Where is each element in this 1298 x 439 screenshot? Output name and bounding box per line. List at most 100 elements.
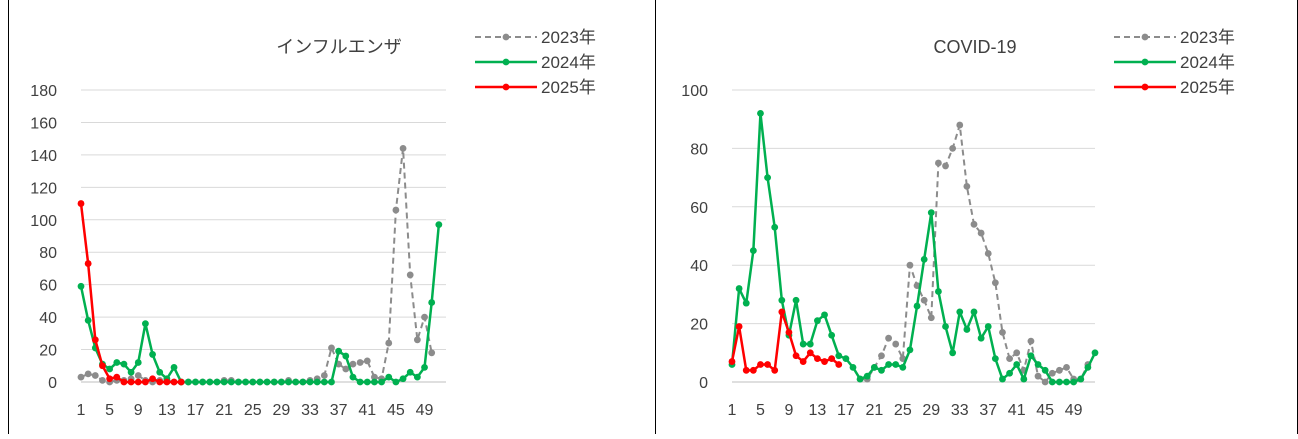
flu-data-point — [163, 378, 171, 386]
covid-x-tick-label: 29 — [922, 402, 940, 419]
covid-data-point — [1070, 378, 1078, 386]
covid-data-point — [885, 361, 892, 368]
flu-data-point — [413, 336, 421, 344]
flu-y-tick-label: 180 — [30, 83, 57, 100]
covid-data-point — [771, 366, 779, 374]
flu-data-point — [349, 373, 357, 381]
flu-data-point — [91, 336, 99, 344]
covid-data-point — [735, 323, 743, 330]
flu-x-tick-label: 1 — [77, 402, 86, 419]
covid-data-point — [913, 302, 921, 310]
flu-data-point — [149, 351, 156, 358]
flu-data-point — [435, 221, 443, 229]
flu-data-point — [399, 145, 407, 152]
covid-data-point — [1034, 372, 1042, 380]
covid-data-point — [920, 296, 928, 304]
covid-data-point — [728, 358, 736, 365]
covid-data-point — [806, 349, 814, 357]
flu-data-point — [292, 378, 300, 386]
covid-data-point — [764, 174, 771, 182]
flu-data-point — [349, 360, 357, 368]
covid-data-point — [1013, 349, 1021, 357]
flu-data-point — [270, 378, 278, 386]
flu-x-tick-label: 17 — [187, 402, 205, 419]
flu-x-tick-label: 25 — [244, 402, 262, 419]
flu-data-point — [134, 359, 142, 366]
flu-legend-label: 2025年 — [541, 78, 596, 97]
covid-chart-title: COVID-19 — [933, 37, 1016, 57]
covid-data-point — [828, 331, 836, 339]
flu-data-point — [99, 362, 106, 370]
covid-data-point — [764, 361, 771, 368]
covid-data-point — [792, 352, 800, 360]
flu-legend-marker — [502, 83, 510, 91]
flu-data-point — [371, 378, 378, 386]
covid-chart-panel: 0 20 40 60 80 100 1 5 9 13 17 21 25 29 33 37 41 45 49 COVID… — [655, 0, 1298, 434]
flu-data-point — [256, 378, 264, 386]
covid-x-tick-label: 25 — [894, 402, 912, 419]
flu-data-point — [313, 378, 321, 386]
flu-data-point — [335, 347, 343, 355]
covid-data-point — [878, 352, 885, 360]
covid-data-point — [899, 364, 907, 371]
covid-data-point — [821, 311, 828, 319]
covid-data-point — [835, 352, 843, 360]
covid-data-point — [892, 340, 900, 348]
flu-data-point — [406, 368, 414, 376]
covid-y-tick-label: 0 — [699, 375, 708, 392]
covid-data-point — [935, 159, 942, 167]
covid-data-point — [749, 366, 757, 374]
flu-data-point — [220, 378, 228, 386]
covid-data-point — [963, 182, 971, 190]
flu-data-point — [356, 378, 364, 386]
covid-data-point — [885, 334, 892, 342]
covid-data-point — [927, 314, 935, 322]
covid-y-tick-label: 60 — [690, 200, 708, 217]
covid-data-point — [949, 145, 957, 152]
flu-data-point — [242, 378, 250, 386]
covid-y-tick-label: 100 — [681, 83, 708, 100]
covid-legend-label: 2024年 — [1180, 53, 1235, 72]
covid-data-point — [1027, 352, 1035, 360]
flu-legend-marker — [502, 58, 510, 66]
covid-data-point — [1063, 364, 1070, 371]
covid-data-point — [778, 296, 786, 304]
covid-y-tick-label: 80 — [690, 141, 708, 158]
covid-data-point — [749, 247, 757, 255]
covid-data-point — [799, 340, 807, 348]
covid-data-point — [1041, 366, 1049, 374]
covid-data-point — [1027, 337, 1035, 345]
covid-data-point — [771, 223, 779, 231]
covid-data-point — [991, 355, 999, 363]
covid-data-point — [1091, 349, 1099, 357]
covid-data-point — [1034, 361, 1042, 368]
influenza-chart-panel: 0 20 40 60 80 100 120 140 160 180 1 5 9 13 17 21 25 29 33 3… — [8, 0, 656, 434]
flu-y-tick-label: 100 — [30, 213, 57, 230]
covid-x-tick-label: 17 — [837, 402, 855, 419]
covid-x-tick-label: 13 — [809, 402, 827, 419]
covid-x-tick-label: 1 — [728, 402, 737, 419]
flu-data-point — [184, 378, 192, 386]
covid-data-point — [906, 346, 914, 354]
flu-data-point — [134, 378, 142, 386]
flu-data-point — [328, 344, 335, 352]
covid-data-point — [842, 355, 850, 363]
covid-data-point — [828, 355, 836, 363]
covid-data-point — [956, 308, 964, 316]
covid-data-point — [1077, 375, 1085, 383]
flu-data-point — [249, 378, 257, 386]
covid-data-point — [849, 364, 857, 371]
covid-data-point — [956, 121, 964, 129]
flu-data-point — [142, 378, 149, 386]
covid-data-point — [870, 364, 878, 371]
flu-data-point — [299, 378, 307, 386]
flu-data-point — [342, 365, 350, 373]
covid-data-point — [949, 349, 957, 357]
covid-series-line-2024年 — [730, 112, 1097, 384]
flu-x-tick-label: 13 — [158, 402, 176, 419]
covid-data-point — [863, 372, 871, 380]
flu-data-point — [421, 313, 428, 321]
covid-data-point — [999, 328, 1006, 336]
flu-data-point — [113, 373, 121, 381]
covid-data-point — [942, 323, 949, 330]
